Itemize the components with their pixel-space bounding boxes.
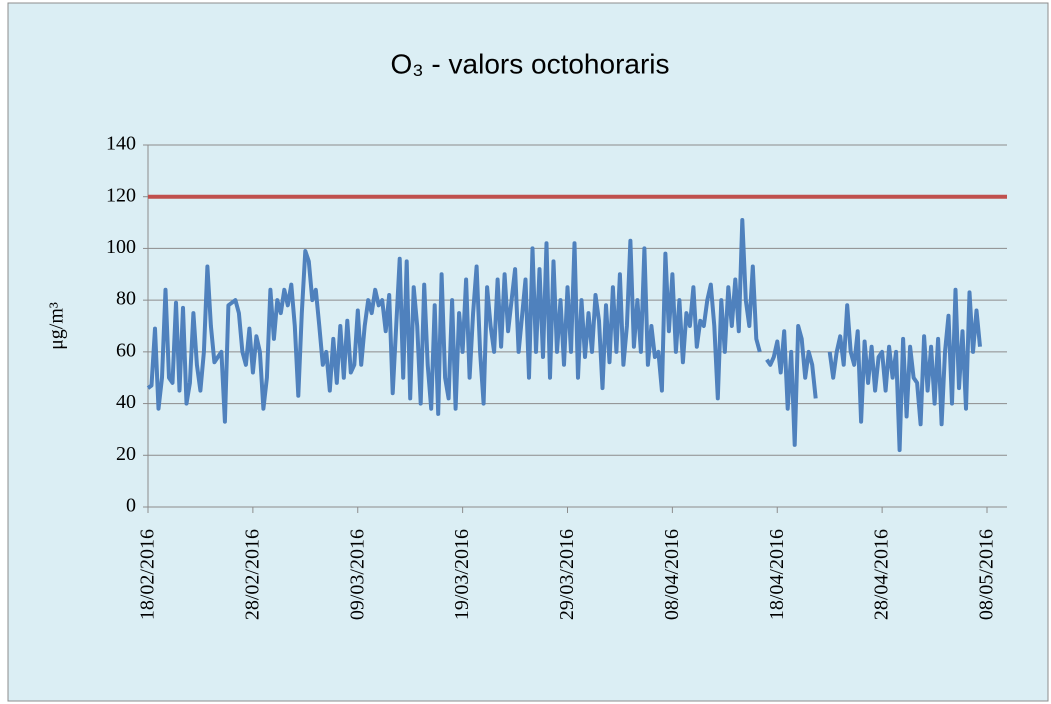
y-tick-label: 40 [116, 391, 136, 413]
x-tick-label: 29/03/2016 [556, 529, 578, 620]
x-tick-label: 08/04/2016 [661, 529, 683, 620]
x-tick-label: 18/02/2016 [137, 529, 159, 620]
x-tick-label: 28/02/2016 [241, 529, 263, 620]
y-tick-label: 80 [116, 288, 136, 310]
x-tick-label: 09/03/2016 [346, 529, 368, 620]
y-tick-label: 20 [116, 443, 136, 465]
x-tick-label: 18/04/2016 [766, 529, 788, 620]
chart-title: O₃ - valors octohoraris [390, 48, 669, 79]
y-tick-label: 120 [106, 184, 136, 206]
x-tick-label: 19/03/2016 [451, 529, 473, 620]
x-tick-label: 28/04/2016 [871, 529, 893, 620]
y-tick-label: 60 [116, 339, 136, 361]
data-line [146, 218, 982, 453]
y-tick-label: 0 [126, 495, 136, 517]
x-tick-label: 08/05/2016 [976, 529, 998, 620]
y-tick-label: 100 [106, 236, 136, 258]
y-axis-label: μg/m³ [46, 302, 68, 350]
y-tick-label: 140 [106, 133, 136, 155]
